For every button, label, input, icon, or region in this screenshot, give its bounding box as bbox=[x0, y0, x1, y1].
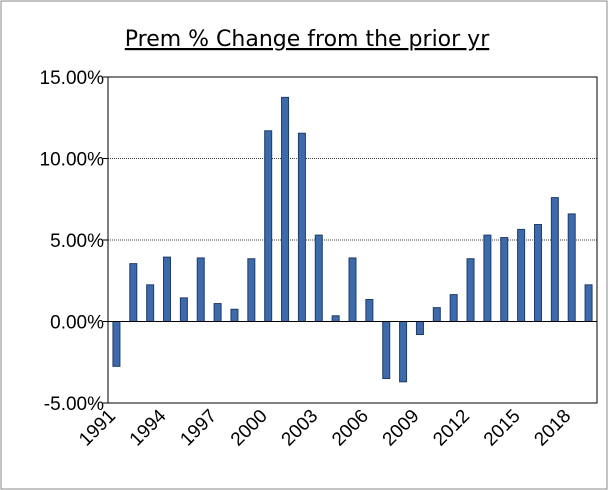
bar bbox=[382, 321, 391, 380]
bar bbox=[432, 307, 441, 322]
bar bbox=[264, 130, 273, 322]
bar bbox=[129, 263, 138, 323]
y-tick-label: 5.00% bbox=[50, 231, 104, 252]
bar bbox=[449, 294, 458, 323]
y-tick-label: 10.00% bbox=[40, 150, 105, 171]
bar bbox=[415, 321, 424, 336]
bar bbox=[483, 234, 492, 322]
y-tick-label: -5.00% bbox=[44, 394, 104, 415]
bar bbox=[247, 258, 256, 322]
bar bbox=[399, 321, 408, 383]
bar bbox=[466, 258, 475, 322]
bar bbox=[297, 132, 306, 322]
bar bbox=[230, 308, 239, 322]
bar bbox=[584, 284, 593, 323]
bar bbox=[196, 257, 205, 322]
bar bbox=[213, 303, 222, 323]
bar bbox=[517, 228, 526, 322]
chart-title: Prem % Change from the prior yr bbox=[125, 27, 490, 52]
y-tick-label: 0.00% bbox=[50, 313, 104, 334]
bar bbox=[314, 234, 323, 322]
bar bbox=[567, 213, 576, 322]
bar bbox=[348, 257, 357, 322]
bar bbox=[281, 96, 290, 322]
bar bbox=[146, 284, 155, 323]
bar bbox=[331, 315, 340, 323]
y-tick-label: 15.00% bbox=[40, 68, 105, 89]
bar bbox=[550, 197, 559, 322]
bar bbox=[163, 256, 172, 322]
bar bbox=[112, 321, 121, 367]
bar bbox=[365, 298, 374, 322]
bar bbox=[533, 224, 542, 322]
bar bbox=[179, 297, 188, 322]
bar bbox=[500, 237, 509, 322]
